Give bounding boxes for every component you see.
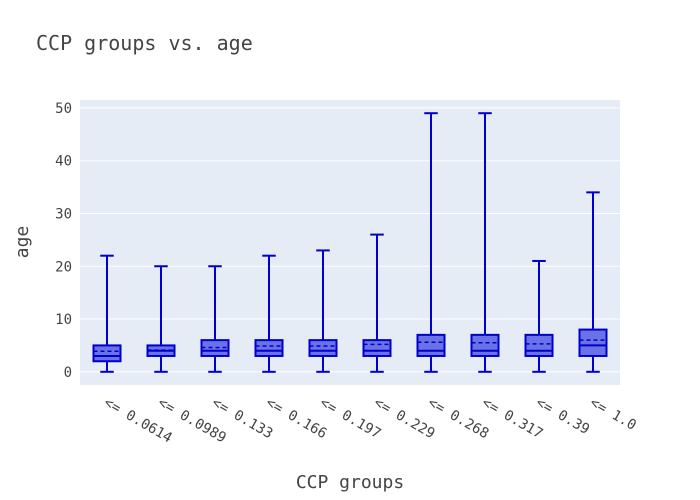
box-iqr bbox=[362, 339, 392, 357]
chart-title: CCP groups vs. age bbox=[36, 31, 253, 55]
box-group-7 bbox=[416, 112, 446, 373]
y-tick-label-30: 30 bbox=[55, 206, 72, 222]
y-axis-ticks: 0 10 20 30 40 50 bbox=[55, 101, 72, 381]
box-group-6 bbox=[362, 233, 392, 373]
box-group-5 bbox=[308, 249, 338, 373]
box-group-3 bbox=[200, 265, 230, 373]
y-tick-label-20: 20 bbox=[55, 259, 72, 275]
y-tick-label-0: 0 bbox=[64, 365, 72, 381]
box-iqr bbox=[308, 339, 338, 357]
x-axis-title: CCP groups bbox=[296, 472, 404, 493]
x-tick-label-8: <= 0.317 bbox=[479, 395, 545, 443]
box-iqr bbox=[524, 333, 554, 357]
box-series bbox=[92, 112, 608, 373]
y-tick-label-40: 40 bbox=[55, 154, 72, 170]
box-group-8 bbox=[470, 112, 500, 373]
box-group-10 bbox=[578, 191, 608, 373]
box-iqr bbox=[416, 333, 446, 357]
y-tick-label-10: 10 bbox=[55, 312, 72, 328]
box-group-4 bbox=[254, 254, 284, 373]
grid-lines bbox=[80, 107, 620, 373]
box-iqr bbox=[578, 328, 608, 357]
box-group-9 bbox=[524, 259, 554, 373]
x-axis-ticks: <= 0.0614<= 0.0989<= 0.133<= 0.166<= 0.1… bbox=[101, 395, 639, 447]
box-group-2 bbox=[146, 265, 176, 373]
box-iqr bbox=[470, 333, 500, 357]
y-axis-title: age bbox=[12, 226, 33, 259]
x-tick-label-7: <= 0.268 bbox=[425, 395, 491, 443]
x-tick-label-5: <= 0.197 bbox=[317, 395, 383, 443]
box-group-1 bbox=[92, 254, 122, 373]
box-iqr bbox=[254, 339, 284, 357]
x-tick-label-4: <= 0.166 bbox=[263, 395, 329, 443]
box-iqr bbox=[92, 344, 122, 363]
y-tick-label-50: 50 bbox=[55, 101, 72, 117]
x-tick-label-6: <= 0.229 bbox=[371, 395, 437, 443]
x-tick-label-10: <= 1.0 bbox=[587, 395, 639, 434]
